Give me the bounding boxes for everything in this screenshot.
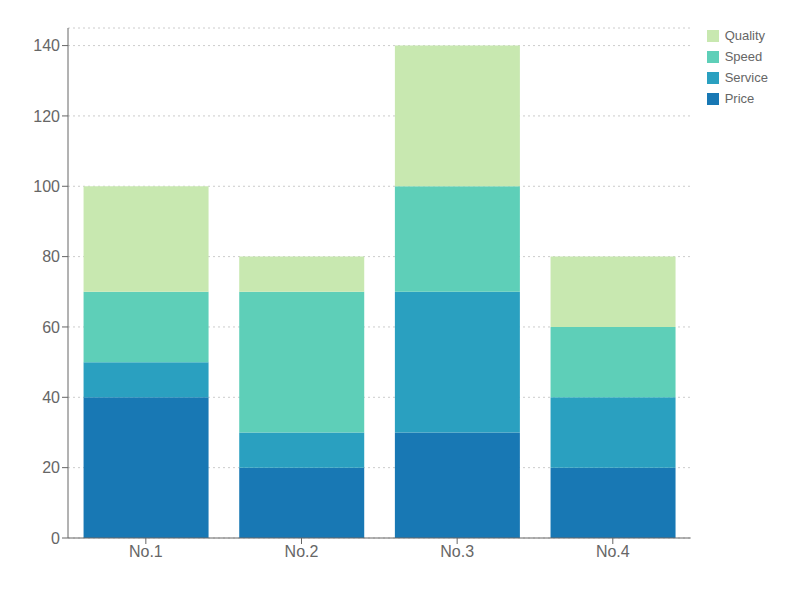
svg-text:No.4: No.4	[596, 543, 630, 560]
svg-text:No.3: No.3	[440, 543, 474, 560]
html-text:Speed: Speed	[724, 49, 763, 64]
svg-text:40: 40	[42, 389, 60, 406]
html-text:Service: Service	[724, 70, 768, 85]
svg-text:No.2: No.2	[285, 543, 319, 560]
svg-text:140: 140	[33, 37, 60, 54]
svg-text:120: 120	[33, 108, 60, 125]
svg-text:20: 20	[42, 459, 60, 476]
html-text:Price: Price	[724, 91, 755, 106]
svg-text:0: 0	[51, 530, 60, 547]
svg-text:100: 100	[33, 178, 60, 195]
svg-text:No.1: No.1	[129, 543, 163, 560]
svg-text:60: 60	[42, 319, 60, 336]
html-text:Quality: Quality	[724, 28, 766, 43]
svg-text:80: 80	[42, 248, 60, 265]
